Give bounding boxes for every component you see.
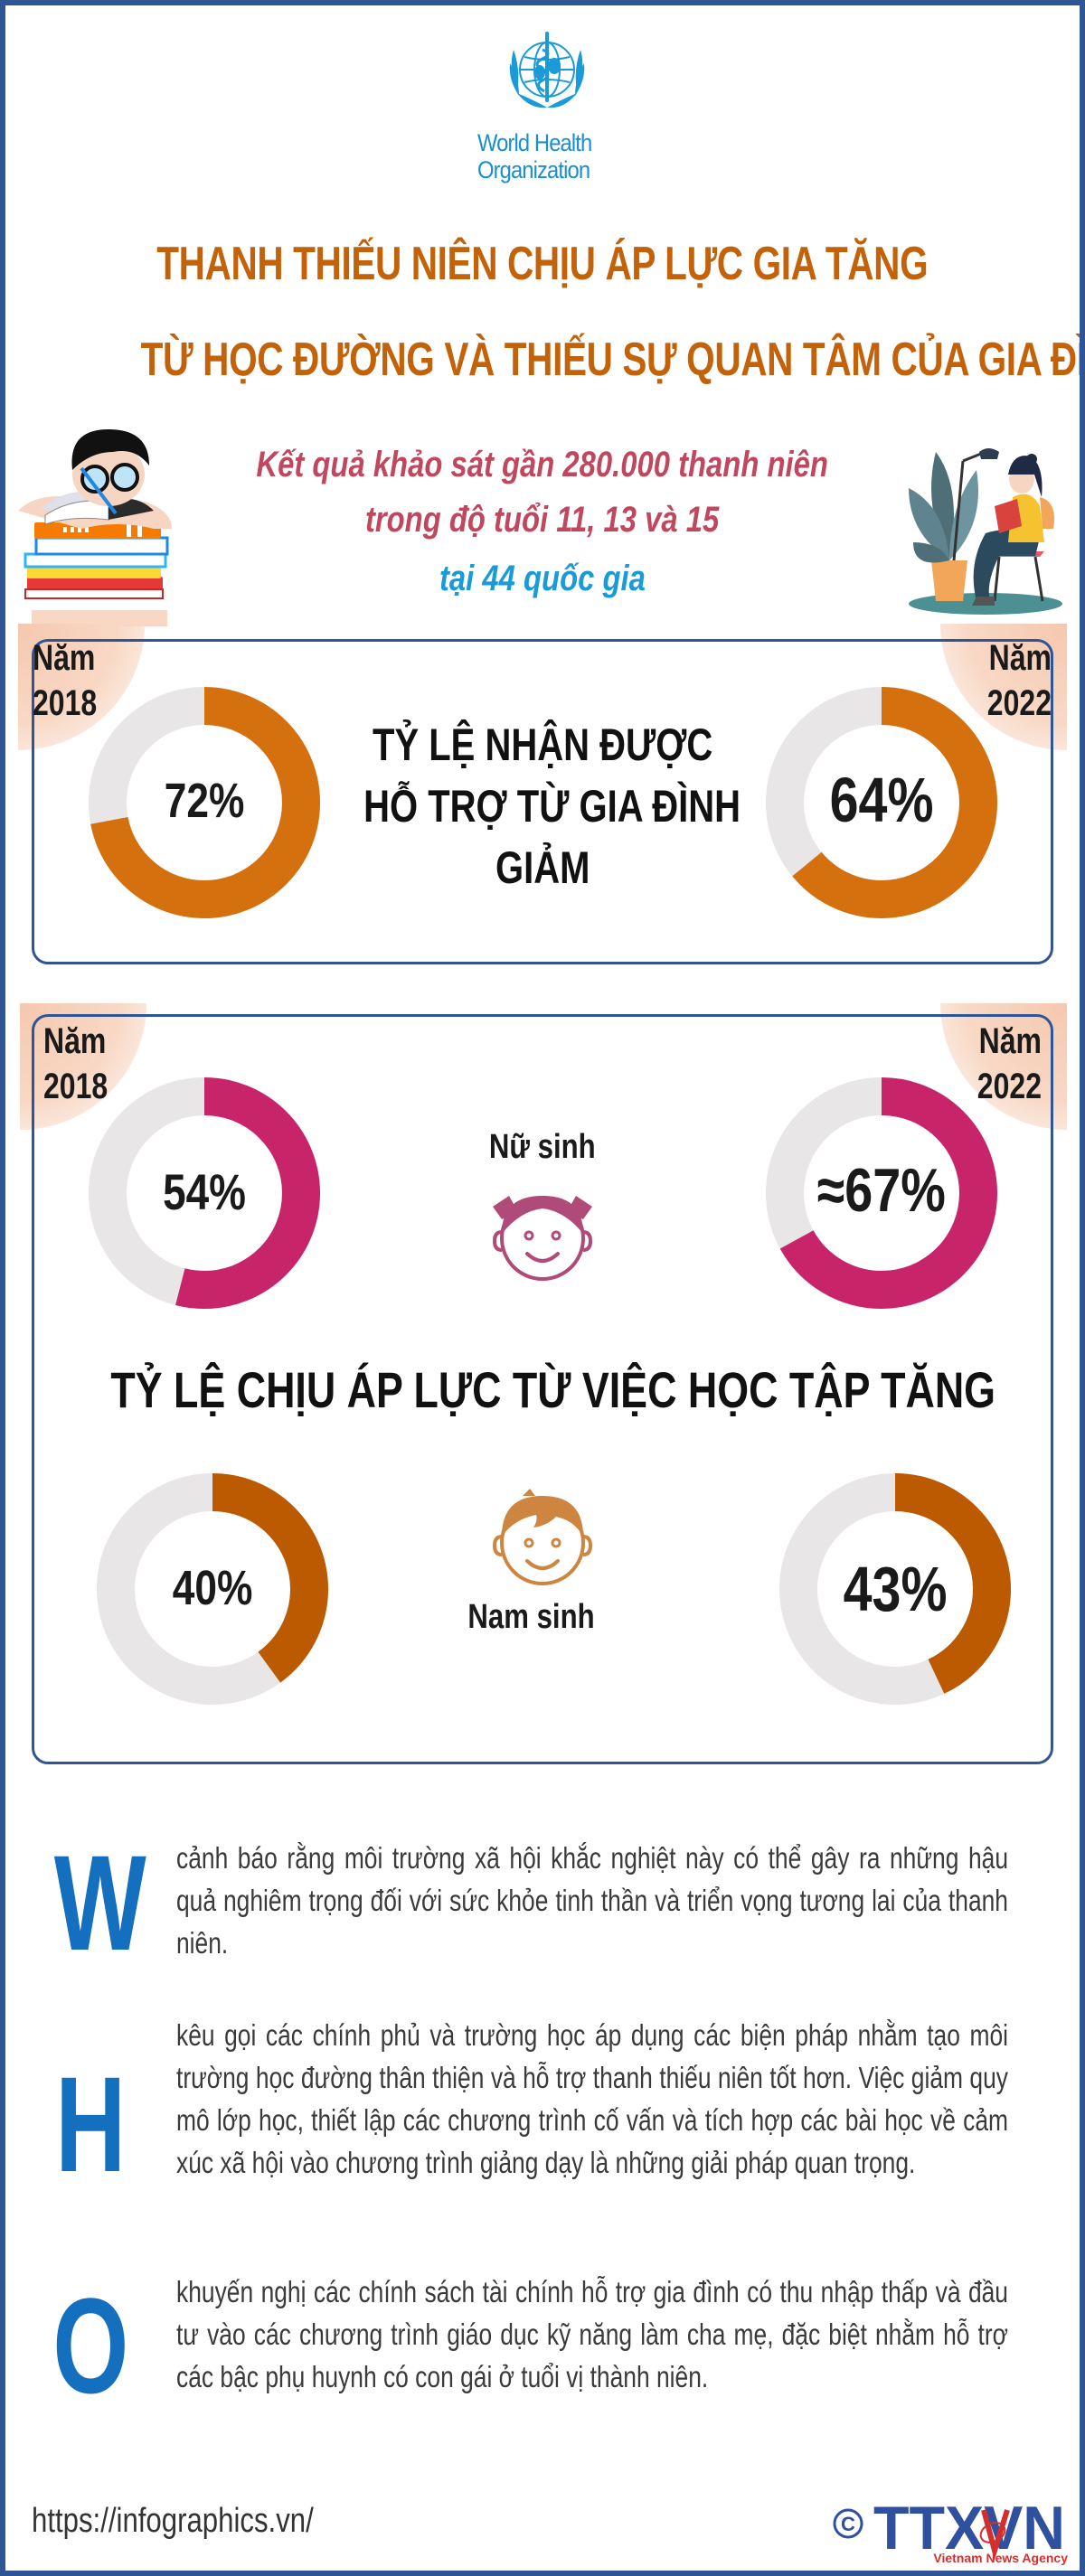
page-title-line2: TỪ HỌC ĐƯỜNG VÀ THIẾU SỰ QUAN TÂM CỦA GI… xyxy=(0,333,1085,387)
who-logo: World Health Organization xyxy=(477,23,606,183)
donut-chart-male-2018 xyxy=(97,1473,328,1705)
who-paragraph-o: khuyến nghị các chính sách tài chính hỗ … xyxy=(176,2275,1008,2393)
subtitle-line1-text: Kết quả khảo sát gần 280.000 thanh niên xyxy=(256,445,829,484)
who-emblem-icon xyxy=(509,32,585,108)
page-title-line1: THANH THIẾU NIÊN CHỊU ÁP LỰC GIA TĂNG xyxy=(0,237,1085,291)
subtitle-line2-text: trong độ tuổi 11, 13 và 15 xyxy=(365,500,720,540)
who-logo-line1: World Health xyxy=(477,129,592,156)
male-label: Nam sinh xyxy=(467,1598,596,1636)
donut-chart-female-2022 xyxy=(766,1077,997,1309)
year-value: 2018 xyxy=(33,683,98,723)
year-label-prefix: Năm xyxy=(988,638,1052,678)
subtitle-line3: tại 44 quốc gia xyxy=(0,559,1085,599)
donut-chart-female-2018 xyxy=(89,1077,320,1309)
svg-text:C: C xyxy=(841,2513,855,2535)
heading-line2: HỖ TRỢ TỪ GIA ĐÌNH xyxy=(363,781,741,832)
year-label-prefix: Năm xyxy=(978,1021,1042,1061)
year-label-prefix: Năm xyxy=(43,1021,107,1061)
year-label-2018: Năm 2018 xyxy=(33,635,113,726)
agency-tagline: Vietnam News Agency xyxy=(933,2551,1068,2565)
donut-chart-male-2022 xyxy=(779,1473,1011,1705)
year-value: 2022 xyxy=(986,683,1052,723)
year-value: 2018 xyxy=(43,1067,108,1106)
year-label-prefix: Năm xyxy=(33,638,96,678)
family-support-heading: TỶ LỆ NHẬN ĐƯỢC HỖ TRỢ TỪ GIA ĐÌNH GIẢM xyxy=(316,714,769,898)
family-support-card xyxy=(32,639,1053,964)
academic-pressure-heading: TỶ LỆ CHỊU ÁP LỰC TỪ VIỆC HỌC TẬP TĂNG xyxy=(110,1361,996,1418)
donut-value-family-2022: 64% xyxy=(829,765,934,835)
title-line1-text: THANH THIẾU NIÊN CHỊU ÁP LỰC GIA TĂNG xyxy=(156,238,929,290)
donut-value-male-2018: 40% xyxy=(172,1561,253,1615)
donut-value-family-2018: 72% xyxy=(164,774,245,828)
female-label: Nữ sinh xyxy=(489,1128,596,1166)
who-letter-w: W xyxy=(53,1827,146,1979)
donut-chart-family-2018 xyxy=(89,687,320,918)
title-line2-text: TỪ HỌC ĐƯỜNG VÀ THIẾU SỰ QUAN TÂM CỦA GI… xyxy=(140,334,1085,386)
subtitle-line1: Kết quả khảo sát gần 280.000 thanh niên xyxy=(0,445,1085,485)
ttxvn-logo-icon: C TTXVN xyxy=(833,2494,1065,2562)
ttxvn-logo: C TTXVN Vietnam News Agency xyxy=(830,2494,1070,2569)
year-label-2022: Năm 2022 xyxy=(971,635,1052,726)
year-value: 2022 xyxy=(976,1067,1042,1106)
who-letter-h: H xyxy=(54,2048,126,2200)
donut-chart-family-2022 xyxy=(766,687,997,918)
source-url-link[interactable]: https://infographics.vn/ xyxy=(32,2502,314,2540)
heading-line1: TỶ LỆ NHẬN ĐƯỢC xyxy=(372,719,713,770)
donut-value-female-2022: ≈67% xyxy=(816,1156,947,1225)
boy-studying-illustration xyxy=(18,429,172,626)
year-label-2022: Năm 2022 xyxy=(961,1019,1042,1109)
girl-face-icon xyxy=(492,1196,593,1281)
year-label-2018: Năm 2018 xyxy=(43,1019,124,1109)
who-letter-o: O xyxy=(52,2270,129,2421)
academic-pressure-card xyxy=(32,1014,1053,1764)
subtitle-line2: trong độ tuổi 11, 13 và 15 xyxy=(0,500,1085,541)
girl-reading-illustration xyxy=(909,448,1062,615)
who-paragraph-h: kêu gọi các chính phủ và trường học áp d… xyxy=(176,2018,1008,2179)
who-logo-text: World Health Organization xyxy=(477,129,620,183)
who-logo-line2: Organization xyxy=(477,156,590,183)
who-paragraph-w: cảnh báo rằng môi trường xã hội khắc ngh… xyxy=(176,1841,1008,1960)
svg-text:TTXVN: TTXVN xyxy=(873,2496,1065,2562)
boy-face-icon xyxy=(492,1489,593,1585)
subtitle-line3-text: tại 44 quốc gia xyxy=(439,559,646,598)
donut-value-male-2022: 43% xyxy=(843,1554,948,1624)
donut-value-female-2018: 54% xyxy=(163,1163,246,1220)
heading-line3: GIẢM xyxy=(495,842,590,893)
